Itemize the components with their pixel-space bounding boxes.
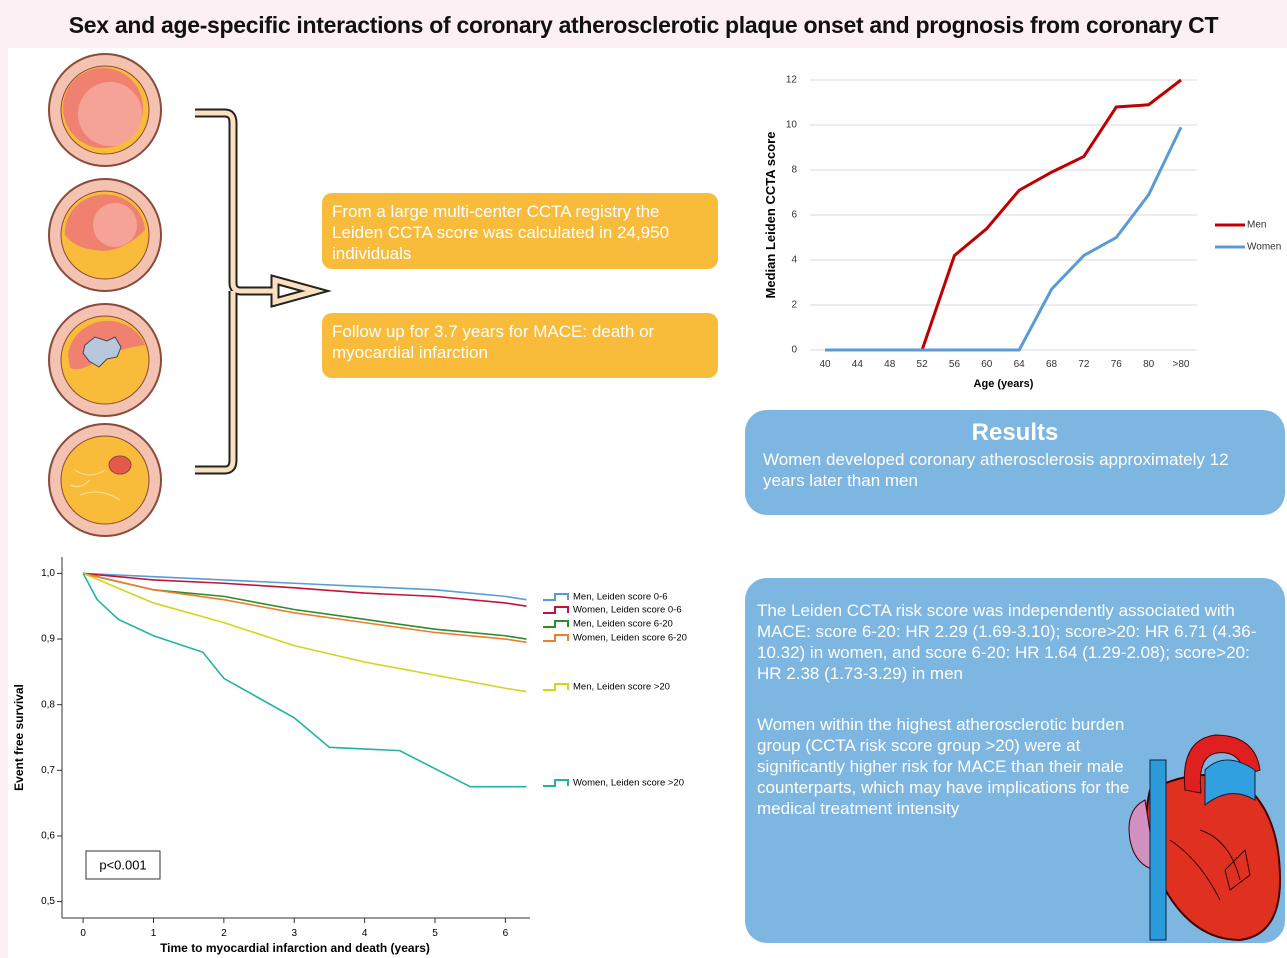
annotation: p<0.001 [99,857,146,872]
x-tick-label: 76 [1111,359,1123,370]
text-box: Follow up for 3.7 years for MACE: death … [322,313,718,378]
legend-swatch [543,620,569,628]
x-tick-label: 6 [503,928,509,939]
results-title: Results [971,419,1059,446]
legend-label: Men, Leiden score >20 [573,682,670,693]
y-tick-label: 0,9 [41,634,55,645]
y-tick-label: 0 [791,345,797,356]
y-tick-label: 4 [791,255,797,266]
finding: The Leiden CCTA risk score was independe… [757,601,1257,683]
x-tick-label: 64 [1014,359,1026,370]
x-tick-label: 48 [884,359,896,370]
x-tick-label: 56 [949,359,961,370]
title: Sex and age-specific interactions of cor… [68,12,1219,38]
x-tick-label: 52 [917,359,929,370]
x-axis-label: Time to myocardial infarction and death … [160,941,430,955]
legend-swatch [543,606,569,614]
legend-label: Men [1247,220,1266,231]
x-tick-label: >80 [1173,359,1190,370]
y-axis-label: Event free survival [12,684,26,791]
line [825,126,1183,352]
y-axis-label: Median Leiden CCTA score [763,132,778,299]
legend-label: Men, Leiden score 6-20 [573,619,673,630]
y-tick-label: 0,5 [41,896,55,907]
legend-swatch [543,634,569,642]
legend-swatch [543,593,569,601]
survival-curve [83,572,527,601]
artery-3 [48,303,162,417]
survival-curve [82,572,527,644]
results-box: Results Women developed coronary atheros… [745,410,1285,515]
x-tick-label: 60 [981,359,993,370]
y-tick-label: 10 [786,120,798,131]
x-tick-label: 80 [1143,359,1155,370]
x-tick-label: 68 [1046,359,1058,370]
artery-4 [48,423,162,537]
legend-label: Women, Leiden score 0-6 [573,605,682,616]
x-tick-label: 1 [151,928,157,939]
y-tick-label: 1,0 [41,568,55,579]
legend-swatch [543,779,569,787]
survival-curve [82,573,527,788]
legend-label: Women, Leiden score >20 [573,778,684,789]
artery-1 [48,53,162,167]
x-tick-label: 0 [80,928,86,939]
y-tick-label: 0,7 [41,765,55,776]
x-tick-label: 44 [852,359,864,370]
artery-2 [48,178,162,292]
findings-box: The Leiden CCTA risk score was independe… [745,578,1285,943]
finding: Women within the highest atherosclerotic… [757,715,1130,818]
y-tick-label: 6 [791,210,797,221]
legend-label: Women [1247,242,1281,253]
x-tick-label: 72 [1078,359,1090,370]
x-tick-label: 3 [291,928,297,939]
bracket-fill [195,110,325,473]
annotation-box [85,850,161,880]
text-box: From a large multi-center CCTA registry … [322,193,718,269]
x-tick-label: 4 [362,928,368,939]
legend-label: Women, Leiden score 6-20 [573,633,687,644]
survival-curve [82,572,527,693]
x-tick-label: 40 [819,359,831,370]
y-tick-label: 2 [791,300,797,311]
results-text: Women developed coronary atherosclerosis… [763,450,1229,490]
legend-swatch [543,683,569,691]
x-tick-label: 2 [221,928,227,939]
x-axis-label: Age (years) [974,378,1034,390]
y-tick-label: 0,6 [41,831,55,842]
survival-curve [83,572,527,608]
x-tick-label: 5 [432,928,438,939]
y-tick-label: 8 [791,165,797,176]
legend-label: Men, Leiden score 0-6 [573,592,668,603]
y-tick-label: 12 [786,75,798,86]
y-tick-label: 0,8 [41,699,55,710]
